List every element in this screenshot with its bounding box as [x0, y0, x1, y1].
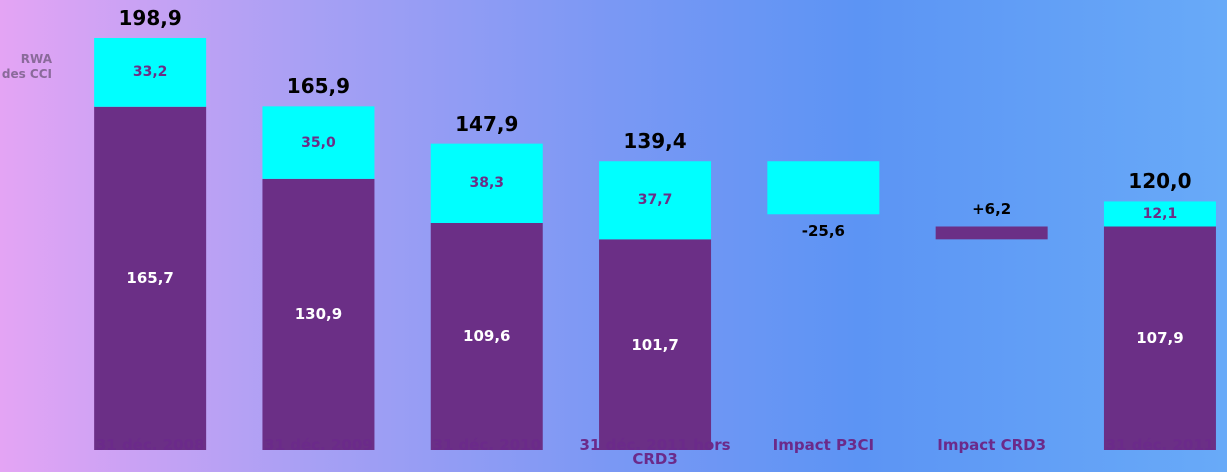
- x-tick-label: 31 déc. 2010: [432, 436, 542, 454]
- value-label: 37,7: [637, 192, 673, 209]
- value-label: 101,7: [631, 335, 679, 354]
- value-label: 165,7: [126, 269, 174, 288]
- value-label: 35,0: [301, 134, 336, 151]
- value-label: 109,6: [463, 327, 511, 346]
- bar-segment: [935, 226, 1048, 240]
- bar-segment: [94, 38, 207, 107]
- bar-segment: [430, 222, 543, 450]
- x-tick-label: 31 déc. 2011 hors CRD3: [579, 436, 731, 468]
- x-tick-label: 31 déc. 2011: [1105, 436, 1215, 454]
- bar-segment: [262, 106, 375, 179]
- value-label: 38,3: [469, 175, 505, 192]
- bar-segment: [94, 106, 207, 450]
- value-label: 33,2: [132, 64, 168, 81]
- value-label: 12,1: [1142, 205, 1178, 222]
- x-tick-label: Impact P3CI: [772, 436, 875, 454]
- total-label: 120,0: [1128, 169, 1192, 194]
- x-tick-label: 31 déc. 2008: [95, 436, 205, 454]
- bar-segment: [1103, 226, 1216, 450]
- total-label: 165,9: [286, 74, 351, 99]
- bar-segment: [430, 143, 543, 223]
- total-label: 147,9: [455, 111, 519, 136]
- bar-segment: [262, 178, 375, 450]
- bar-segment: [599, 161, 712, 240]
- value-label: 107,9: [1136, 329, 1184, 348]
- x-tick-label: Impact CRD3: [937, 436, 1047, 454]
- value-label: -25,6: [801, 222, 845, 241]
- bar-segment: [1103, 201, 1216, 227]
- x-tick-label: 31 déc. 2009: [264, 436, 373, 454]
- bar-segment: [599, 239, 712, 450]
- bar-segment: [767, 161, 880, 215]
- value-label: 130,9: [294, 305, 343, 324]
- legend-label: RWA des CCI: [1, 52, 52, 81]
- value-label: +6,2: [972, 200, 1012, 219]
- total-label: 139,4: [623, 129, 687, 154]
- total-label: 198,9: [118, 6, 182, 30]
